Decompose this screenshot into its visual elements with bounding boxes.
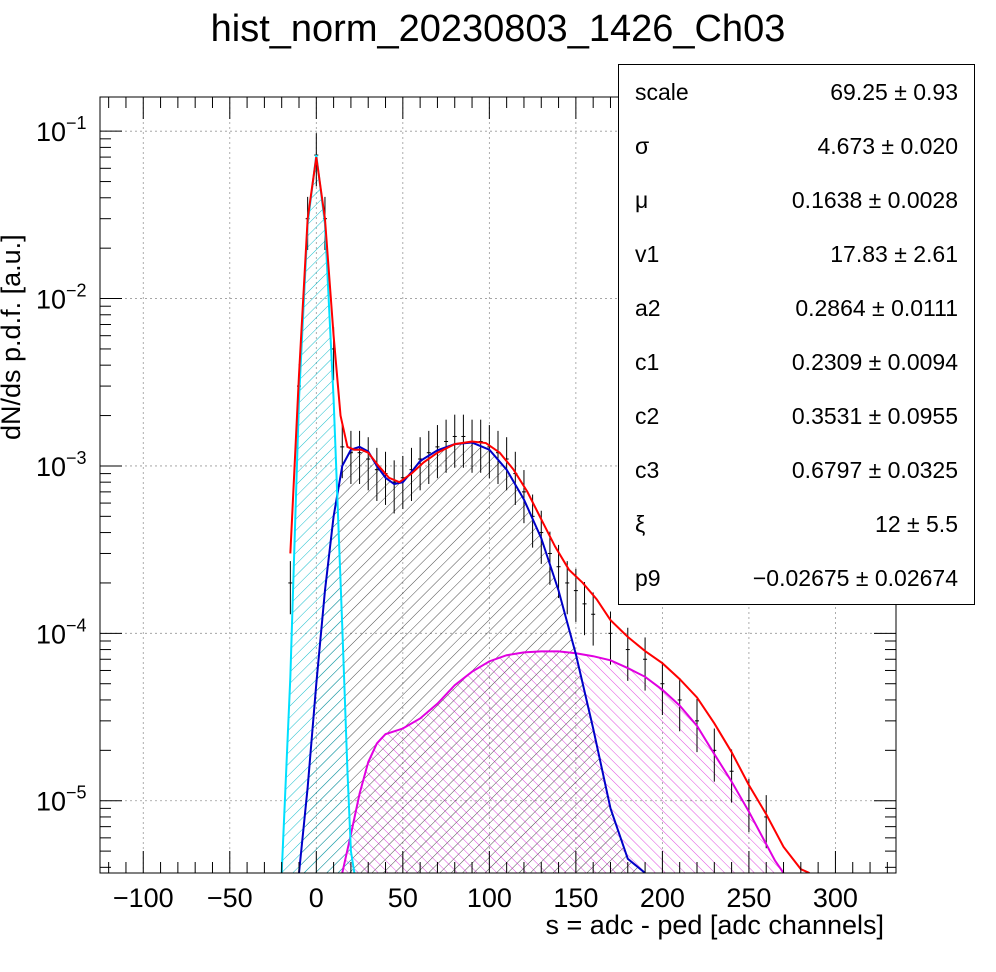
stat-row: v1 17.83 ± 2.61 <box>619 227 976 281</box>
stat-row: scale 69.25 ± 0.93 <box>619 65 976 119</box>
chart-title: hist_norm_20230803_1426_Ch03 <box>210 8 786 50</box>
stat-value: 0.2864 ± 0.0111 <box>795 295 958 321</box>
stat-row: a2 0.2864 ± 0.0111 <box>619 281 976 335</box>
stat-name: v1 <box>635 241 660 267</box>
pedestal-area <box>281 155 355 873</box>
background-curve <box>341 650 785 873</box>
y-tick-label: 10−2 <box>36 281 87 315</box>
y-axis-label: dN/ds p.d.f. [a.u.] <box>0 234 26 440</box>
total-curve <box>289 156 810 873</box>
stat-value: 0.3531 ± 0.0955 <box>791 403 958 429</box>
x-tick-label: 50 <box>388 883 418 913</box>
stat-name: ξ <box>635 511 646 537</box>
stat-row: ξ 12 ± 5.5 <box>619 497 976 551</box>
stat-row: μ 0.1638 ± 0.0028 <box>619 173 976 227</box>
stat-value: 0.1638 ± 0.0028 <box>791 187 958 213</box>
stat-name: scale <box>635 79 689 105</box>
stat-name: c1 <box>635 349 660 375</box>
stat-row: σ 4.673 ± 0.020 <box>619 119 976 173</box>
y-tick-label: 10−5 <box>36 783 87 817</box>
x-tick-label: 250 <box>726 883 771 913</box>
x-tick-label: 100 <box>467 883 512 913</box>
x-tick-label: 150 <box>553 883 598 913</box>
stat-value: 0.6797 ± 0.0325 <box>791 457 958 483</box>
stat-value: 69.25 ± 0.93 <box>830 79 958 105</box>
stat-value: 12 ± 5.5 <box>875 511 958 537</box>
stat-row: p9 −0.02675 ± 0.02674 <box>619 551 976 605</box>
x-tick-label: −100 <box>113 883 174 913</box>
x-axis-label: s = adc - ped [adc channels] <box>545 910 884 940</box>
y-tick-label: 10−4 <box>36 615 87 649</box>
x-tick-label: −50 <box>207 883 253 913</box>
stat-row: c2 0.3531 ± 0.0955 <box>619 389 976 443</box>
fit-stats-box: scale 69.25 ± 0.93 σ 4.673 ± 0.020 μ 0.1638 ±… <box>618 64 975 605</box>
stat-name: σ <box>635 133 650 159</box>
stat-value: 0.2309 ± 0.0094 <box>791 349 958 375</box>
stat-value: 4.673 ± 0.020 <box>817 133 958 159</box>
stat-name: p9 <box>635 565 661 591</box>
stat-name: c3 <box>635 457 660 483</box>
stat-row: c1 0.2309 ± 0.0094 <box>619 335 976 389</box>
y-tick-label: 10−3 <box>36 448 87 482</box>
stat-value: −0.02675 ± 0.02674 <box>752 565 958 591</box>
stat-name: c2 <box>635 403 660 429</box>
stat-row: c3 0.6797 ± 0.0325 <box>619 443 976 497</box>
x-tick-label: 300 <box>813 883 858 913</box>
stat-name: μ <box>635 187 649 213</box>
x-tick-label: 200 <box>640 883 685 913</box>
stat-value: 17.83 ± 2.61 <box>830 241 958 267</box>
background-area <box>342 651 784 873</box>
y-tick-label: 10−1 <box>36 113 87 147</box>
stat-name: a2 <box>635 295 661 321</box>
x-tick-label: 0 <box>309 883 324 913</box>
